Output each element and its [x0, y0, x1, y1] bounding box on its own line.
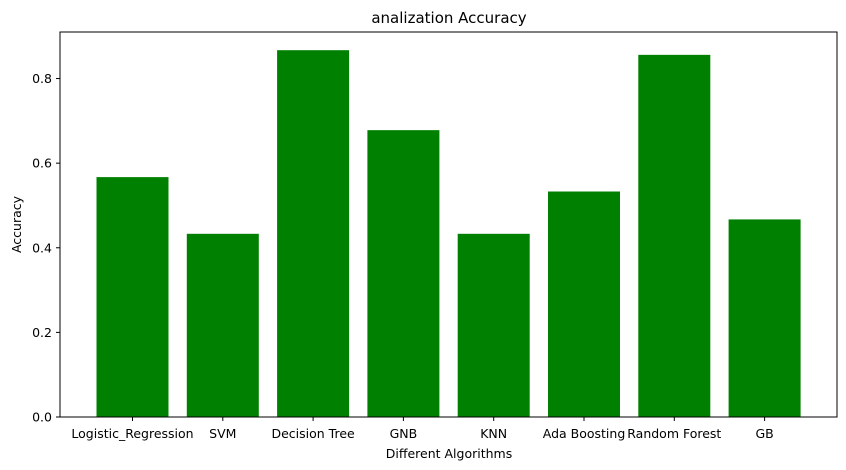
y-axis-ticks: 0.0 0.2 0.4 0.6 0.8: [32, 71, 60, 425]
bar-gnb: [367, 130, 440, 417]
plot-area-frame: [59, 31, 838, 418]
y-tick-label: 0.2: [32, 325, 52, 340]
x-axis-label: Different Algorithms: [386, 446, 512, 461]
x-axis-ticks: Logistic_Regression SVM Decision Tree GNB KN…: [71, 417, 774, 441]
chart-title: analization Accuracy: [371, 9, 526, 27]
bars-group: [96, 50, 801, 417]
x-tick-label: GB: [755, 426, 773, 441]
x-tick-label: SVM: [209, 426, 236, 441]
y-tick-label: 0.4: [32, 240, 52, 255]
bar-gb: [728, 219, 801, 417]
bar-decision-tree: [277, 50, 350, 417]
x-tick-label: Ada Boosting: [543, 426, 626, 441]
bar-svm: [186, 233, 259, 417]
bar-ada-boosting: [548, 191, 620, 417]
x-tick-label: Logistic_Regression: [71, 426, 193, 441]
y-tick-label: 0.8: [32, 71, 52, 86]
x-tick-label: KNN: [480, 426, 507, 441]
bar-random-forest: [638, 54, 711, 417]
y-axis-label: Accuracy: [9, 195, 24, 253]
x-tick-label: GNB: [390, 426, 418, 441]
x-tick-label: Random Forest: [627, 426, 721, 441]
y-tick-label: 0.0: [32, 410, 52, 425]
bar-logistic-regression: [96, 177, 169, 417]
bar-knn: [457, 233, 530, 417]
x-tick-label: Decision Tree: [271, 426, 355, 441]
y-tick-label: 0.6: [32, 156, 52, 171]
